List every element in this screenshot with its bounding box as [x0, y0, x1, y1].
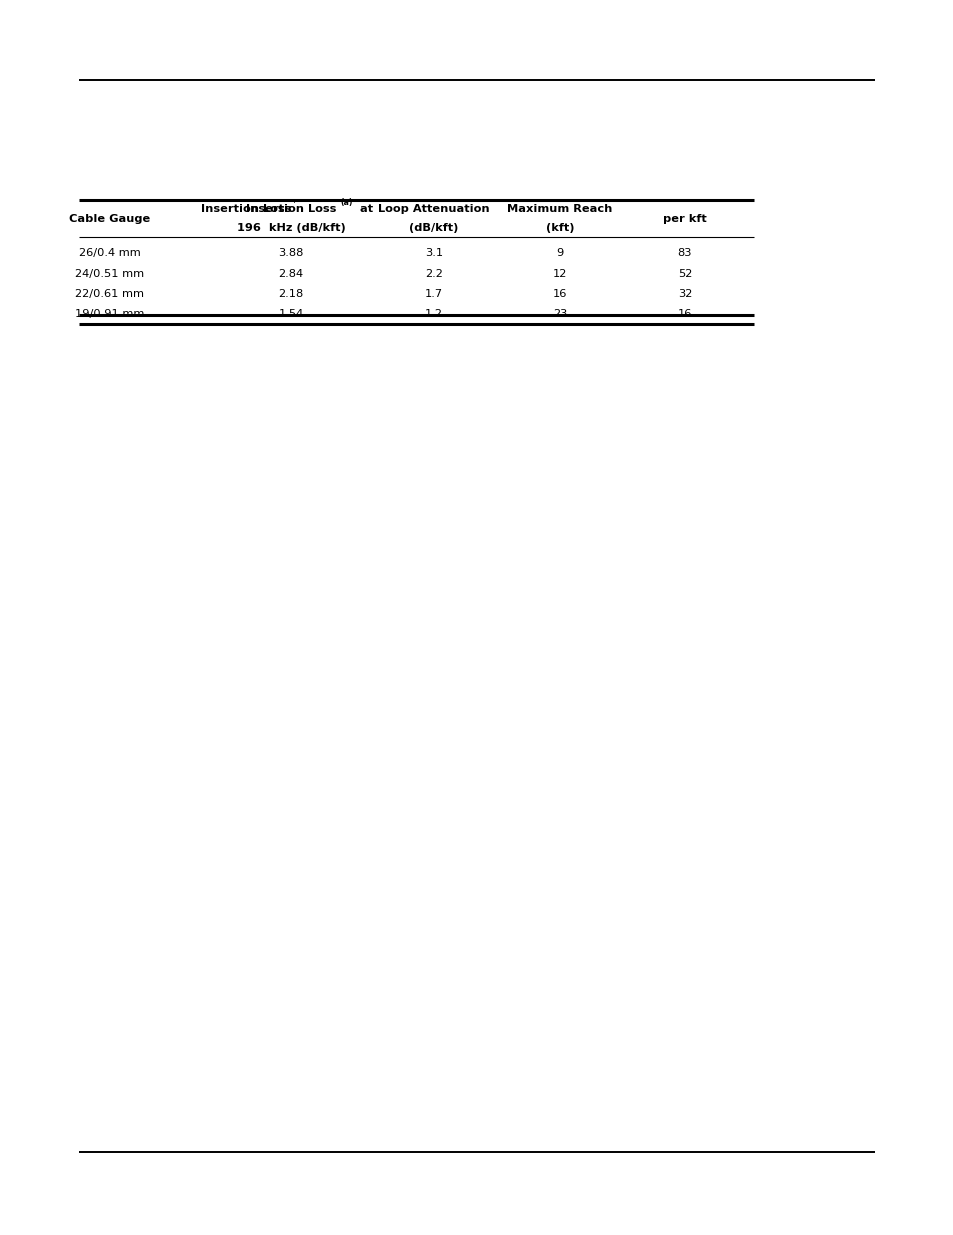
Text: Loop Attenuation: Loop Attenuation: [377, 204, 490, 214]
Text: 12: 12: [552, 269, 567, 279]
Text: Maximum Reach: Maximum Reach: [507, 204, 612, 214]
Text: at: at: [355, 204, 373, 214]
Text: (dB/kft): (dB/kft): [409, 224, 458, 233]
Text: 16: 16: [677, 309, 692, 319]
Text: 23: 23: [552, 309, 567, 319]
Text: (a): (a): [340, 198, 353, 207]
Text: 83: 83: [677, 248, 692, 258]
Text: (kft): (kft): [545, 224, 574, 233]
Text: 16: 16: [552, 289, 567, 299]
Text: ⁺: ⁺: [291, 199, 296, 209]
Text: 19/0.91 mm: 19/0.91 mm: [75, 309, 144, 319]
Text: 3.1: 3.1: [425, 248, 442, 258]
Text: 196  kHz (dB/kft): 196 kHz (dB/kft): [236, 224, 345, 233]
Text: 32: 32: [677, 289, 692, 299]
Text: Cable Gauge: Cable Gauge: [69, 214, 151, 224]
Text: 1.2: 1.2: [425, 309, 442, 319]
Text: 26/0.4 mm: 26/0.4 mm: [79, 248, 140, 258]
Text: Insertion Loss: Insertion Loss: [246, 204, 335, 214]
Text: 52: 52: [677, 269, 692, 279]
Text: 22/0.61 mm: 22/0.61 mm: [75, 289, 144, 299]
Text: 2.84: 2.84: [278, 269, 303, 279]
Text: 24/0.51 mm: 24/0.51 mm: [75, 269, 144, 279]
Text: 9: 9: [556, 248, 563, 258]
Text: Insertion Loss: Insertion Loss: [200, 204, 291, 214]
Text: 3.88: 3.88: [278, 248, 303, 258]
Text: per kft: per kft: [662, 214, 706, 224]
Text: 2.18: 2.18: [278, 289, 303, 299]
Text: 1.54: 1.54: [278, 309, 303, 319]
Text: 1.7: 1.7: [425, 289, 442, 299]
Text: 2.2: 2.2: [425, 269, 442, 279]
